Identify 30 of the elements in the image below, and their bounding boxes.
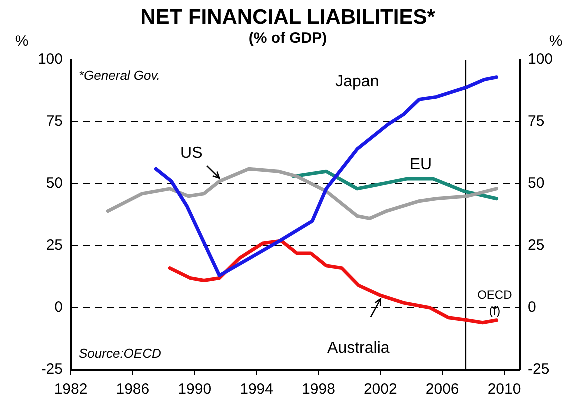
- y2-tick-label: 0: [528, 299, 536, 316]
- x-tick-label: 2010: [488, 381, 522, 398]
- chart-title: NET FINANCIAL LIABILITIES*: [140, 6, 436, 29]
- annotation: Source:OECD: [79, 346, 162, 361]
- y2-tick-label: -25: [528, 361, 550, 378]
- y2-tick-label: 25: [528, 237, 545, 254]
- text: Australia: [328, 340, 390, 358]
- series-label: US: [180, 144, 203, 162]
- y2-tick-label: 75: [528, 113, 545, 130]
- text: Japan: [336, 74, 380, 91]
- y2-tick-label: 50: [528, 175, 545, 192]
- x-tick-label: 2006: [426, 381, 460, 398]
- x-tick-label: 1998: [302, 381, 336, 398]
- y2-axis-title: %: [549, 33, 563, 50]
- y-tick-label: 25: [46, 237, 63, 254]
- x-tick-label: 1986: [116, 381, 150, 398]
- y-tick-label: -25: [41, 361, 63, 378]
- annotation: *General Gov.: [79, 68, 160, 83]
- y2-tick-label: 100: [528, 51, 554, 68]
- x-tick-label: 1994: [240, 381, 274, 398]
- y-tick-label: 75: [46, 113, 63, 130]
- y-axis-title: %: [15, 33, 29, 50]
- x-tick-label: 2002: [364, 381, 398, 398]
- x-tick-label: 1990: [178, 381, 212, 398]
- chart-subtitle: (% of GDP): [248, 30, 328, 47]
- y-tick-label: 100: [38, 51, 63, 68]
- x-tick-label: 1982: [54, 381, 88, 398]
- y-tick-label: 0: [54, 299, 63, 316]
- y-tick-label: 50: [46, 175, 63, 192]
- series-label: EU: [410, 156, 432, 174]
